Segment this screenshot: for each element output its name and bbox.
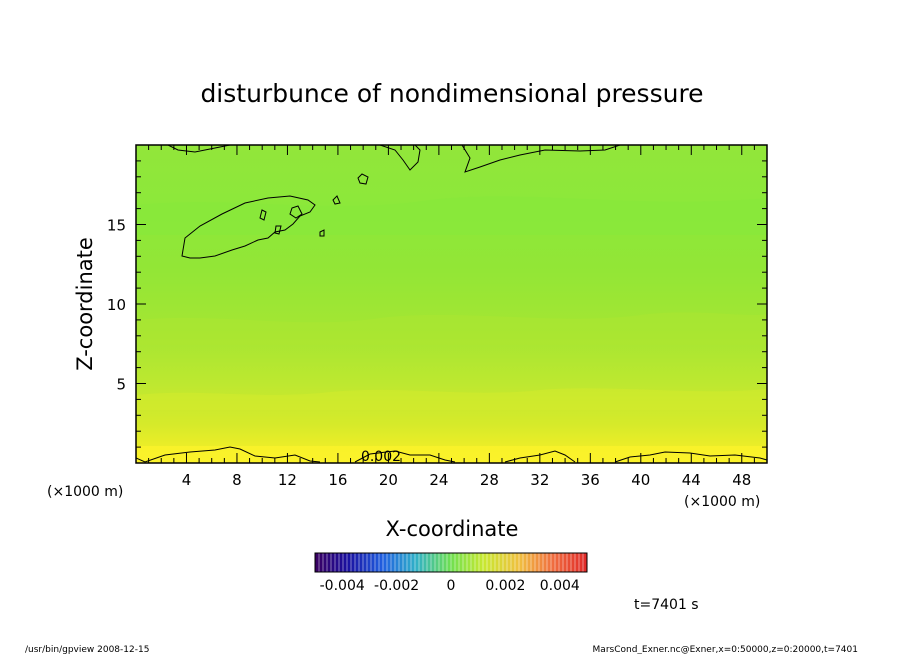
x-axis-ticks: 4 8 12 16 20 24 28 32 36 40 44 48 (148, 145, 755, 489)
field-shading (136, 145, 767, 463)
x-unit-left: (×1000 m) (47, 484, 123, 500)
field-band-2 (136, 312, 767, 345)
contour-small-6 (319, 229, 325, 237)
footer-right: MarsCond_Exner.nc@Exner,x=0:50000,z=0:20… (593, 645, 858, 654)
contour-lines (136, 145, 767, 463)
contour-small-3 (289, 205, 303, 219)
colorbar-tick-label: -0.004 (320, 578, 365, 594)
x-tick-label: 40 (631, 471, 650, 489)
colorbar-tick-label: 0 (447, 578, 456, 594)
y-tick-label: 5 (116, 376, 126, 394)
contour-upper-cell (181, 195, 316, 259)
time-label: t=7401 s (634, 597, 699, 613)
contour-small-1 (357, 173, 369, 185)
plot-field (136, 145, 767, 463)
contour-bottom-right (614, 451, 767, 463)
x-tick-label: 28 (480, 471, 499, 489)
contour-small-5 (274, 225, 282, 235)
field-band-1 (136, 388, 767, 410)
x-tick-label: 16 (328, 471, 347, 489)
contour-top-left (167, 145, 231, 153)
colorbar: -0.004 -0.002 0 0.002 0.004 (314, 552, 588, 594)
colorbar-tick-labels: -0.004 -0.002 0 0.002 0.004 (320, 578, 580, 594)
x-tick-label: 20 (379, 471, 398, 489)
x-tick-label: 12 (278, 471, 297, 489)
contour-bottom-mid2 (504, 450, 576, 463)
x-tick-label: 24 (429, 471, 448, 489)
contour-small-2 (332, 195, 341, 205)
y-axis-label: Z-coordinate (73, 237, 97, 371)
contour-small-4 (259, 209, 267, 221)
x-axis-label: X-coordinate (386, 517, 519, 541)
colorbar-tick-label: 0.004 (540, 578, 580, 594)
colorbar-stripes (318, 553, 584, 572)
colorbar-frame (314, 552, 588, 573)
contour-top-right (461, 145, 621, 173)
field-band-3 (136, 196, 767, 235)
y-tick-label: 10 (107, 296, 126, 314)
y-tick-label: 15 (107, 217, 126, 235)
x-tick-label: 48 (732, 471, 751, 489)
x-unit-right: (×1000 m) (684, 494, 760, 510)
chart-title: disturbunce of nondimensional pressure (200, 79, 703, 108)
contour-label: 0.002 (361, 449, 401, 465)
contour-bottom-mid (354, 450, 456, 463)
footer-left: /usr/bin/gpview 2008-12-15 (25, 645, 149, 654)
x-tick-label: 44 (682, 471, 701, 489)
field-bottom-strip (136, 446, 767, 463)
contour-bottom-left (136, 446, 321, 463)
x-tick-label: 32 (530, 471, 549, 489)
y-axis-ticks: 5 10 15 (107, 160, 767, 448)
colorbar-tick-label: 0.002 (485, 578, 525, 594)
contour-top-mid (379, 145, 421, 171)
x-tick-label: 36 (581, 471, 600, 489)
x-tick-label: 8 (232, 471, 242, 489)
colorbar-tick-label: -0.002 (374, 578, 419, 594)
x-tick-label: 4 (182, 471, 192, 489)
